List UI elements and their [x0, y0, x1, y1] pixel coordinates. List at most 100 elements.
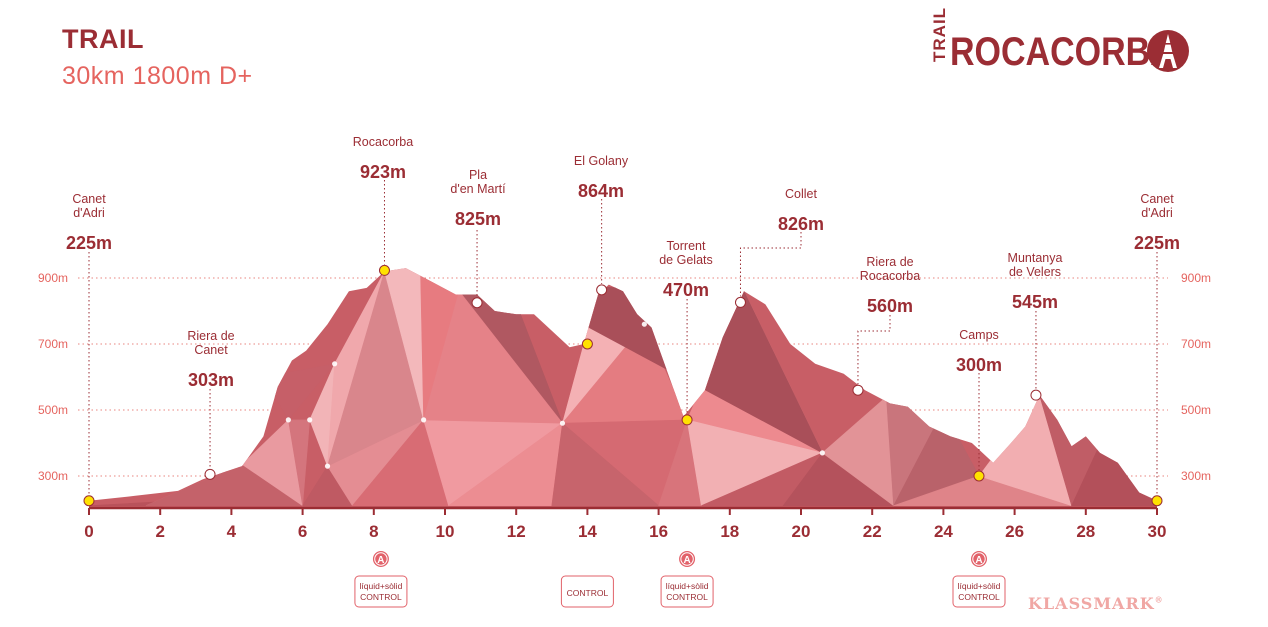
y-tick-label-left: 700m — [38, 337, 68, 351]
waypoint-name: Torrent — [667, 239, 706, 253]
aid-label-box — [660, 575, 714, 608]
waypoint-name: El Golany — [574, 154, 629, 168]
waypoint-marker — [852, 384, 864, 396]
waypoint-elevation: 545m — [1012, 292, 1058, 312]
y-tick-label-right: 300m — [1181, 469, 1211, 483]
waypoint-elevation: 864m — [578, 181, 624, 201]
waypoint-name: Riera de — [187, 329, 234, 343]
aid-label-text: líquid+sòlid — [666, 581, 709, 591]
highlight-4 — [421, 417, 427, 423]
waypoint-elevation: 225m — [1134, 233, 1180, 253]
aid-marker-letter: A — [975, 555, 982, 566]
facet-group — [89, 268, 1157, 507]
x-tick-label: 24 — [934, 522, 953, 541]
label-leaders — [88, 180, 1158, 495]
waypoint-name: d'en Martí — [450, 182, 506, 196]
brand-small-text: TRAIL — [930, 6, 949, 62]
waypoint-elevation: 826m — [778, 214, 824, 234]
y-tick-label-left: 300m — [38, 469, 68, 483]
leader-line — [857, 315, 891, 385]
x-tick-label: 30 — [1148, 522, 1167, 541]
waypoint-name: de Gelats — [659, 253, 713, 267]
waypoint-marker — [204, 468, 216, 480]
highlight-0 — [285, 417, 291, 423]
highlight-1 — [307, 417, 313, 423]
aid-label-text: líquid+sòlid — [958, 581, 1001, 591]
leader-line — [739, 232, 802, 297]
y-tick-label-right: 700m — [1181, 337, 1211, 351]
highlight-3 — [332, 361, 338, 367]
x-tick-label: 2 — [155, 522, 164, 541]
waypoint-elevation: 300m — [956, 355, 1002, 375]
tower-logo-icon — [1147, 30, 1189, 72]
waypoint-marker — [581, 338, 593, 350]
waypoint-name: de Velers — [1009, 265, 1061, 279]
chart-title: TRAIL — [62, 24, 144, 54]
waypoint-marker — [1151, 495, 1163, 507]
waypoint-name: Collet — [785, 187, 817, 201]
waypoint-elevation: 560m — [867, 296, 913, 316]
waypoint-name: Canet — [194, 343, 228, 357]
x-tick-label: 20 — [792, 522, 811, 541]
waypoint-elevation: 923m — [360, 162, 406, 182]
aid-label-text: líquid+sòlid — [360, 581, 403, 591]
aid-station: CONTROL — [560, 575, 614, 608]
waypoint-marker — [681, 414, 693, 426]
chart-subtitle: 30km 1800m D+ — [62, 62, 253, 90]
aid-label-text: CONTROL — [666, 592, 708, 602]
aid-marker-icon — [679, 551, 696, 567]
waypoint-marker — [1030, 389, 1042, 401]
aid-marker-ring — [374, 552, 388, 566]
waypoint-elevation: 470m — [663, 280, 709, 300]
y-tick-label-right: 500m — [1181, 403, 1211, 417]
waypoint-marker — [378, 264, 390, 276]
aid-label-box — [354, 575, 408, 608]
waypoint-markers — [83, 264, 1163, 507]
waypoint-marker — [83, 495, 95, 507]
waypoint-name: Muntanya — [1008, 251, 1063, 265]
waypoint-name: Riera de — [866, 255, 913, 269]
aid-marker-ring — [680, 552, 694, 566]
x-tick-label: 16 — [649, 522, 668, 541]
brand-wordmark: TRAIL ROCACORBA — [930, 6, 1214, 80]
aid-label-box — [560, 575, 614, 608]
elevation-area — [89, 268, 1157, 508]
x-tick-label: 28 — [1076, 522, 1095, 541]
aid-marker-ring — [972, 552, 986, 566]
highlight-6 — [641, 321, 647, 327]
x-tick-label: 26 — [1005, 522, 1024, 541]
x-tick-label: 22 — [863, 522, 882, 541]
credit-text: KLASSMARK — [1028, 594, 1155, 613]
x-tick-label: 4 — [227, 522, 237, 541]
waypoint-name: Rocacorba — [353, 135, 413, 149]
highlight-7 — [819, 450, 825, 456]
aid-marker-icon — [971, 551, 987, 567]
x-tick-label: 0 — [84, 522, 93, 541]
waypoint-name: Canet — [72, 192, 106, 206]
waypoint-marker — [471, 297, 483, 309]
aid-marker-icon — [372, 551, 389, 567]
waypoint-name: Camps — [959, 328, 999, 342]
waypoint-elevation: 303m — [188, 370, 234, 390]
y-tick-label-left: 500m — [38, 403, 68, 417]
aid-label-text: CONTROL — [360, 592, 402, 602]
credit-logo: KLASSMARK® — [1028, 594, 1164, 613]
x-tick-label: 6 — [298, 522, 307, 541]
waypoint-marker — [734, 296, 746, 308]
aid-marker-letter: A — [683, 555, 690, 566]
aid-label-text: CONTROL — [567, 588, 609, 598]
waypoint-marker — [596, 284, 608, 296]
waypoint-name: Canet — [1140, 192, 1174, 206]
facet-4 — [288, 419, 311, 506]
aid-marker-letter: A — [377, 555, 384, 566]
highlight-2 — [324, 463, 331, 469]
waypoint-name: d'Adri — [1141, 206, 1173, 220]
facet-22 — [551, 422, 660, 507]
